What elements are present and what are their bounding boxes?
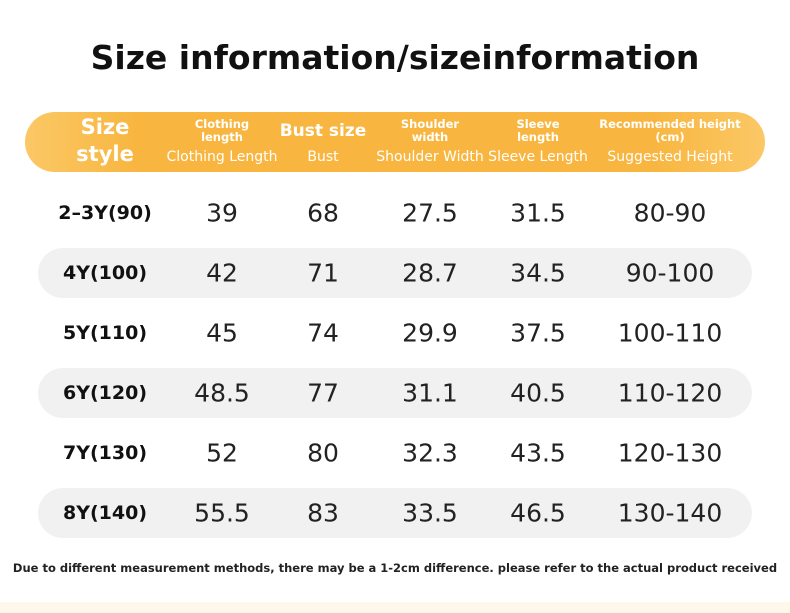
cell-value: 77 bbox=[307, 378, 339, 408]
cell-value: 45 bbox=[206, 318, 238, 348]
cell-value: 52 bbox=[206, 438, 238, 468]
cell-value: 43.5 bbox=[510, 438, 566, 468]
cell-value: 71 bbox=[307, 258, 339, 288]
cell-value: 46.5 bbox=[510, 498, 566, 528]
size-label: 5Y(110) bbox=[62, 322, 148, 344]
cell-value: 120-130 bbox=[617, 438, 723, 468]
cell-value: 34.5 bbox=[510, 258, 566, 288]
header-label: Shoulder width bbox=[400, 117, 460, 144]
header-label: Size bbox=[80, 115, 130, 139]
cell-value: 80-90 bbox=[633, 198, 707, 228]
cell-value: 33.5 bbox=[402, 498, 458, 528]
size-label: 7Y(130) bbox=[62, 442, 148, 464]
size-label: 2–3Y(90) bbox=[58, 202, 152, 224]
row-background bbox=[38, 488, 752, 538]
cell-value: 28.7 bbox=[402, 258, 458, 288]
cell-value: 42 bbox=[206, 258, 238, 288]
cell-value: 100-110 bbox=[617, 318, 723, 348]
cell-value: 31.5 bbox=[510, 198, 566, 228]
cell-value: 32.3 bbox=[402, 438, 458, 468]
header-label: Clothing length bbox=[194, 117, 250, 144]
cell-value: 39 bbox=[206, 198, 238, 228]
header-sublabel: Shoulder Width bbox=[376, 149, 484, 165]
cell-value: 68 bbox=[307, 198, 339, 228]
size-label: 6Y(120) bbox=[62, 382, 148, 404]
header-sublabel: Bust bbox=[307, 149, 339, 165]
cell-value: 80 bbox=[307, 438, 339, 468]
cell-value: 48.5 bbox=[194, 378, 250, 408]
cell-value: 83 bbox=[307, 498, 339, 528]
size-label: 4Y(100) bbox=[62, 262, 148, 284]
footnote: Due to different measurement methods, th… bbox=[12, 561, 778, 575]
header-label: Sleeve length bbox=[516, 117, 560, 144]
header-sublabel: Suggested Height bbox=[607, 149, 733, 165]
cell-value: 37.5 bbox=[510, 318, 566, 348]
cell-value: 110-120 bbox=[617, 378, 723, 408]
row-background bbox=[38, 368, 752, 418]
cell-value: 74 bbox=[307, 318, 339, 348]
cell-value: 55.5 bbox=[194, 498, 250, 528]
header-label: Recommended height (cm) bbox=[599, 117, 741, 144]
title: Size information/sizeinformation bbox=[90, 38, 700, 77]
cell-value: 27.5 bbox=[402, 198, 458, 228]
header-label: style bbox=[76, 142, 134, 166]
header-bar bbox=[25, 112, 765, 172]
cell-value: 29.9 bbox=[402, 318, 458, 348]
header-label: Bust size bbox=[279, 121, 367, 141]
header-sublabel: Sleeve Length bbox=[488, 149, 588, 165]
row-background bbox=[38, 248, 752, 298]
header-sublabel: Clothing Length bbox=[166, 149, 278, 165]
bottom-strip bbox=[0, 602, 790, 613]
size-label: 8Y(140) bbox=[62, 502, 148, 524]
cell-value: 130-140 bbox=[617, 498, 723, 528]
cell-value: 40.5 bbox=[510, 378, 566, 408]
cell-value: 90-100 bbox=[625, 258, 715, 288]
cell-value: 31.1 bbox=[402, 378, 458, 408]
